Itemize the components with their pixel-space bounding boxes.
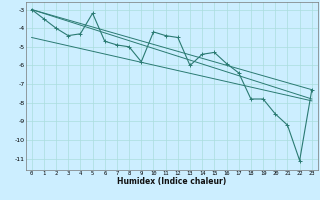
X-axis label: Humidex (Indice chaleur): Humidex (Indice chaleur): [117, 177, 226, 186]
